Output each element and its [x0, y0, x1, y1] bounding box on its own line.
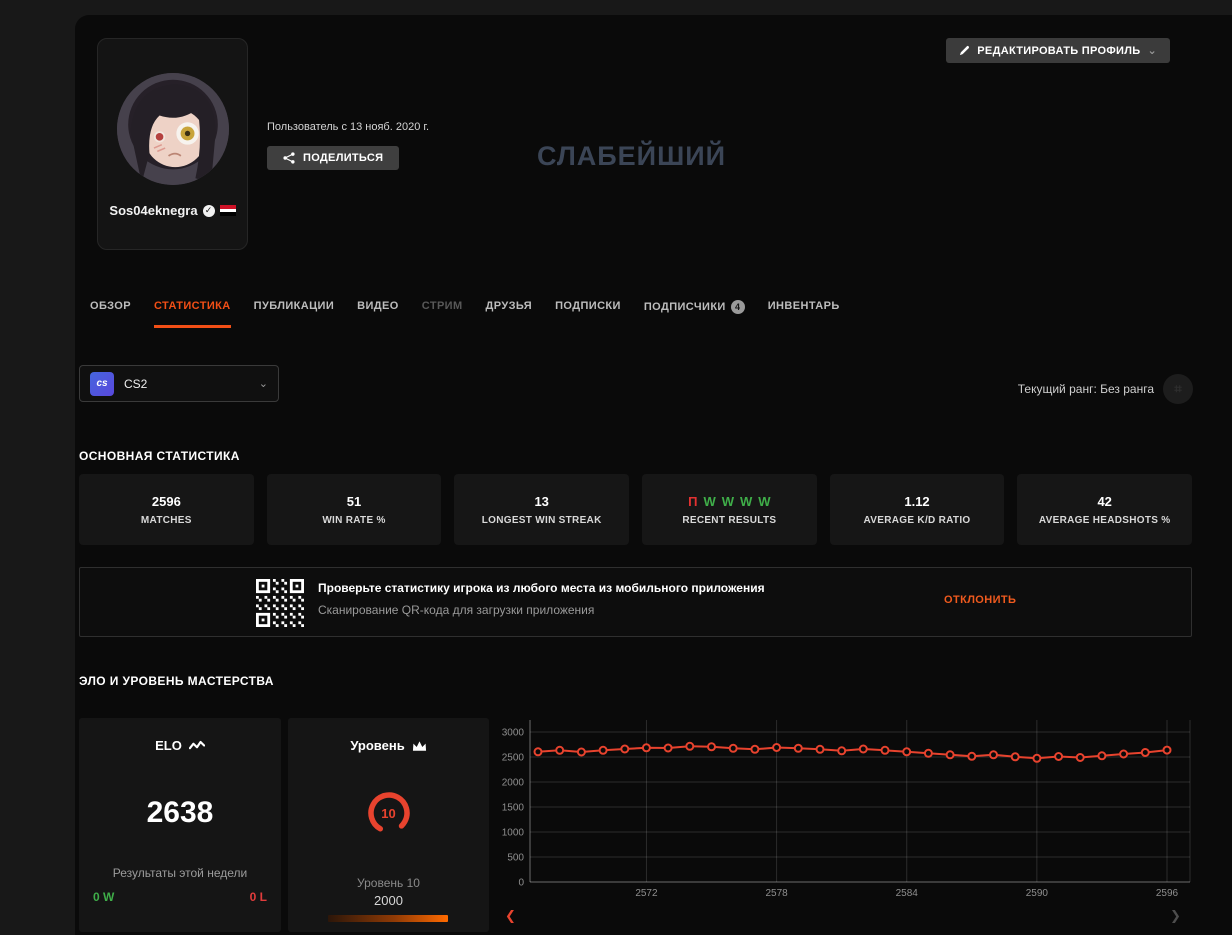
- level-card: Уровень 10 Уровень 10 2000: [288, 718, 489, 932]
- svg-text:0: 0: [518, 878, 524, 889]
- svg-text:1000: 1000: [502, 828, 525, 839]
- tab-videos[interactable]: ВИДЕО: [357, 300, 399, 312]
- pencil-icon: [960, 45, 970, 56]
- tab-friends[interactable]: ДРУЗЬЯ: [485, 300, 533, 312]
- elo-card: ELO 2638 Результаты этой недели 0 W 0 L: [79, 718, 281, 932]
- week-win-loss-row: 0 W 0 L: [93, 890, 267, 904]
- rank-icon: ⌗: [1163, 374, 1193, 404]
- tab-statistics[interactable]: СТАТИСТИКА: [153, 300, 231, 328]
- chevron-down-icon: ⌄: [258, 378, 268, 390]
- stats-card-row: 2596 MATCHES 51 WIN RATE % 13 LONGEST WI…: [79, 474, 1193, 545]
- avatar[interactable]: [117, 73, 229, 185]
- avatar-card: Sos04eknegra ✓: [97, 38, 248, 250]
- qr-banner-title: Проверьте статистику игрока из любого ме…: [318, 581, 765, 595]
- svg-text:2572: 2572: [635, 888, 658, 899]
- stat-card-winrate: 51 WIN RATE %: [266, 474, 442, 545]
- level-label: Уровень 10: [357, 876, 420, 890]
- elo-card-title: ELO: [79, 738, 281, 753]
- edit-profile-button[interactable]: РЕДАКТИРОВАТЬ ПРОФИЛЬ ⌄: [946, 38, 1170, 63]
- tab-stream[interactable]: СТРИМ: [421, 300, 463, 312]
- elo-section-title: ЭЛО И УРОВЕНЬ МАСТЕРСТВА: [79, 674, 274, 688]
- level-elo-threshold: 2000: [374, 893, 403, 908]
- stat-card-winstreak: 13 LONGEST WIN STREAK: [454, 474, 630, 545]
- share-icon: [283, 152, 295, 164]
- tab-followers[interactable]: ПОДПИСЧИКИ 4: [644, 300, 745, 327]
- activity-icon: [188, 740, 205, 750]
- cover-title: СЛАБЕЙШИЙ: [537, 141, 727, 171]
- main-stats-title: ОСНОВНАЯ СТАТИСТИКА: [79, 449, 240, 463]
- svg-text:2590: 2590: [1026, 888, 1049, 899]
- crown-icon: [412, 740, 426, 751]
- chevron-down-icon: ⌄: [1147, 45, 1157, 57]
- svg-text:2578: 2578: [765, 888, 788, 899]
- qr-promo-banner: Проверьте статистику игрока из любого ме…: [79, 567, 1192, 637]
- stat-card-headshots: 42 AVERAGE HEADSHOTS %: [1017, 474, 1193, 545]
- share-button[interactable]: ПОДЕЛИТЬСЯ: [267, 146, 400, 170]
- stat-card-recent-results: П W W W W RECENT RESULTS: [642, 474, 817, 545]
- edit-profile-label: РЕДАКТИРОВАТЬ ПРОФИЛЬ: [977, 44, 1141, 57]
- elo-value: 2638: [146, 796, 214, 829]
- tab-following[interactable]: ПОДПИСКИ: [555, 300, 621, 312]
- current-rank-label: Текущий ранг: Без ранга: [1017, 382, 1154, 396]
- stat-card-matches: 2596 MATCHES: [79, 474, 254, 545]
- level-gauge: [288, 790, 489, 836]
- svg-text:2000: 2000: [502, 778, 525, 789]
- svg-text:2596: 2596: [1156, 888, 1179, 899]
- qr-text-block: Проверьте статистику игрока из любого ме…: [318, 581, 765, 617]
- tab-inventory[interactable]: ИНВЕНТАРЬ: [767, 300, 840, 312]
- member-since-label: Пользователь с 13 нояб. 2020 г.: [267, 121, 430, 133]
- flag-icon: [219, 205, 236, 216]
- current-rank: Текущий ранг: Без ранга ⌗: [1018, 374, 1193, 404]
- svg-text:500: 500: [507, 853, 524, 864]
- svg-text:2584: 2584: [896, 888, 919, 899]
- svg-text:2500: 2500: [502, 753, 525, 764]
- tab-overview[interactable]: ОБЗОР: [90, 300, 131, 312]
- level-card-title: Уровень: [288, 738, 489, 753]
- tab-posts[interactable]: ПУБЛИКАЦИИ: [253, 300, 335, 312]
- tab-bar: ОБЗОР СТАТИСТИКА ПУБЛИКАЦИИ ВИДЕО СТРИМ …: [90, 300, 840, 328]
- level-progress-bar: [328, 915, 448, 922]
- svg-text:3000: 3000: [502, 728, 525, 739]
- dismiss-button[interactable]: ОТКЛОНИТЬ: [944, 594, 1017, 606]
- chart-prev-button[interactable]: ❮: [505, 908, 516, 923]
- qr-banner-subtitle: Сканирование QR-кода для загрузки прилож…: [318, 603, 595, 617]
- qr-code: [256, 579, 304, 627]
- verified-icon: ✓: [202, 204, 215, 217]
- game-selector-value: CS2: [124, 376, 148, 391]
- svg-text:1500: 1500: [502, 803, 525, 814]
- level-number: 10: [381, 806, 396, 821]
- avatar-image: [117, 73, 229, 185]
- week-losses: 0 L: [249, 890, 267, 904]
- followers-count-badge: 4: [730, 300, 745, 314]
- elo-history-chart: 0 500 1000 1500 2000 2500 3000 2572 2578 2584 2590…: [495, 705, 1232, 905]
- week-results-label: Результаты этой недели: [112, 866, 248, 880]
- username: Sos04eknegra: [109, 203, 198, 218]
- recent-results-letters: П W W W W: [688, 493, 771, 509]
- share-label: ПОДЕЛИТЬСЯ: [303, 152, 384, 164]
- content-panel: Sos04eknegra ✓ Пользователь с 13 нояб. 2…: [75, 15, 1232, 935]
- week-wins: 0 W: [93, 890, 115, 904]
- username-row: Sos04eknegra ✓: [98, 203, 247, 218]
- game-selector-dropdown[interactable]: cs CS2 ⌄: [79, 365, 279, 402]
- stat-card-kd: 1.12 AVERAGE K/D RATIO: [829, 474, 1005, 545]
- cs2-game-icon: cs: [90, 371, 114, 396]
- chart-next-button[interactable]: ❯: [1170, 908, 1181, 923]
